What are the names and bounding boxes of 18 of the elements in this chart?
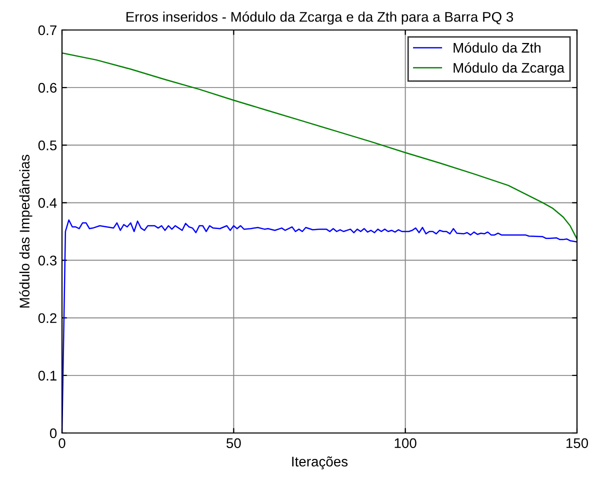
y-tick-label: 0.1 bbox=[38, 370, 56, 381]
x-tick-label: 0 bbox=[58, 438, 66, 448]
line-series bbox=[62, 52, 577, 240]
x-tick-label: 100 bbox=[394, 438, 416, 448]
legend-label: Módulo da Zcarga bbox=[454, 62, 565, 76]
x-tick-label: 50 bbox=[226, 438, 241, 448]
chart-title: Erros inseridos - Módulo da Zcarga e da Zth para a Barra PQ 3 bbox=[126, 11, 514, 25]
x-axis-title: Iterações bbox=[292, 456, 348, 470]
y-tick-label: 0.6 bbox=[38, 82, 57, 93]
legend-label: Módulo da Zth bbox=[454, 42, 540, 53]
y-tick-label: 0 bbox=[50, 428, 57, 438]
y-tick-label: 0.4 bbox=[38, 198, 57, 208]
y-tick-label: 0.5 bbox=[38, 140, 57, 150]
y-tick-label: 0.3 bbox=[38, 256, 57, 266]
y-axis-title: Módulo das Impedâncias bbox=[19, 154, 32, 308]
y-tick-label: 0.7 bbox=[38, 25, 56, 36]
y-tick-label: 0.2 bbox=[38, 313, 56, 324]
x-tick-label: 150 bbox=[566, 438, 588, 448]
